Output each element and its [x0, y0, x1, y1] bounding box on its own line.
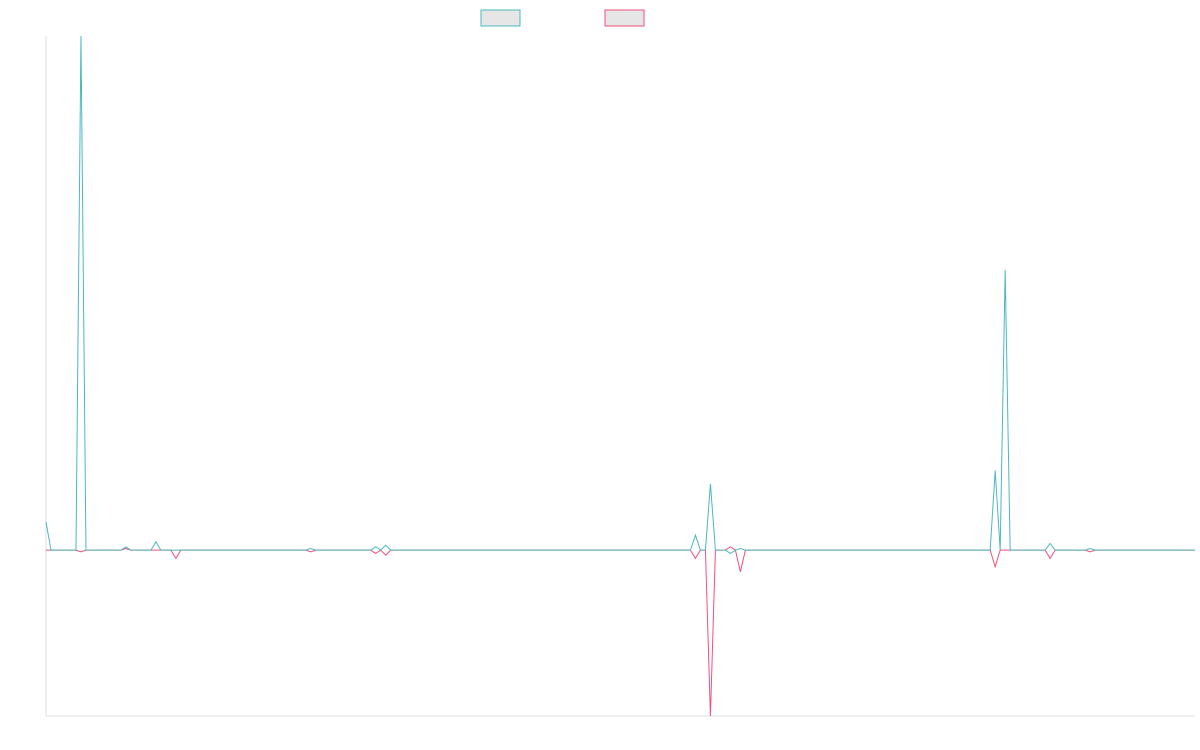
legend-swatch: [480, 9, 521, 27]
legend-swatch: [604, 9, 645, 27]
line-series: [45, 35, 1195, 555]
line-series: [46, 546, 1195, 717]
